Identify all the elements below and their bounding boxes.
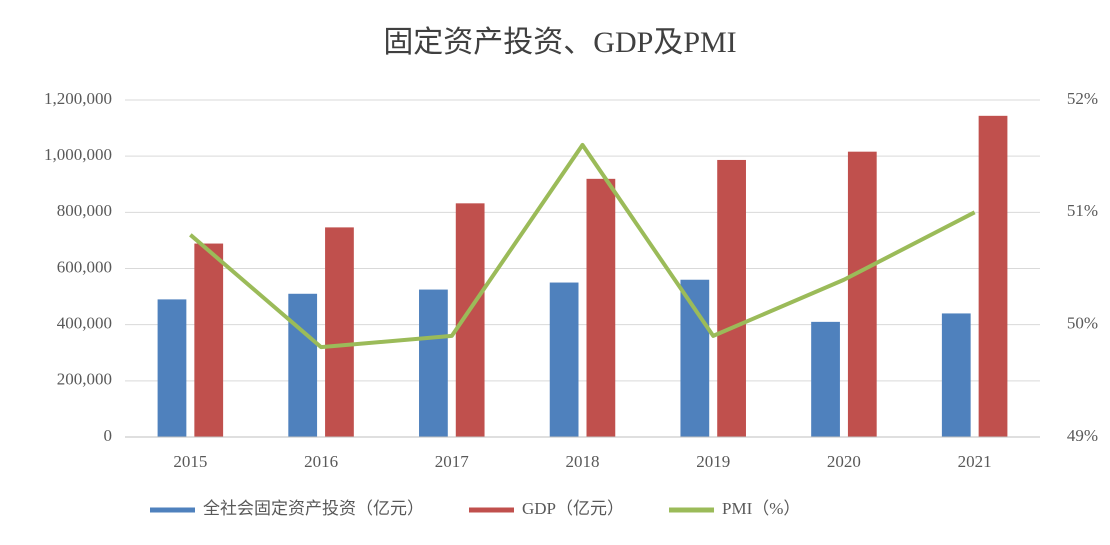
y-tick-label: 600,000 — [57, 257, 112, 276]
y2-tick-label: 51% — [1067, 201, 1098, 220]
bar — [811, 321, 840, 437]
y2-tick-label: 49% — [1067, 426, 1098, 445]
bar — [941, 313, 971, 437]
bar — [549, 282, 579, 437]
x-tick-label: 2016 — [304, 452, 338, 471]
bar — [847, 151, 877, 438]
bar — [288, 293, 318, 437]
x-tick-label: 2015 — [173, 452, 207, 471]
x-tick-label: 2019 — [696, 452, 730, 471]
y-tick-label: 1,000,000 — [44, 145, 112, 164]
y-tick-label: 800,000 — [57, 201, 112, 220]
legend-label: GDP（亿元） — [522, 499, 624, 518]
bar — [194, 243, 224, 437]
bar — [717, 159, 746, 437]
line — [189, 142, 976, 350]
bar — [680, 279, 710, 437]
bar — [978, 115, 1008, 438]
x-tick-label: 2017 — [435, 452, 470, 471]
x-tick-label: 2021 — [958, 452, 992, 471]
bar — [325, 227, 354, 437]
bar — [157, 299, 187, 437]
y-tick-label: 0 — [104, 426, 113, 445]
bar — [586, 178, 616, 437]
y2-tick-label: 50% — [1067, 314, 1098, 333]
x-tick-label: 2020 — [827, 452, 861, 471]
y-tick-label: 400,000 — [57, 314, 112, 333]
y2-tick-label: 52% — [1067, 89, 1098, 108]
legend-label: PMI（%） — [722, 499, 800, 518]
bar — [455, 203, 485, 437]
y-tick-label: 1,200,000 — [44, 89, 112, 108]
bar — [419, 289, 448, 437]
legend-label: 全社会固定资产投资（亿元） — [203, 499, 424, 518]
x-tick-label: 2018 — [566, 452, 600, 471]
y-tick-label: 200,000 — [57, 370, 112, 389]
chart-title: 固定资产投资、GDP及PMI — [383, 26, 736, 59]
